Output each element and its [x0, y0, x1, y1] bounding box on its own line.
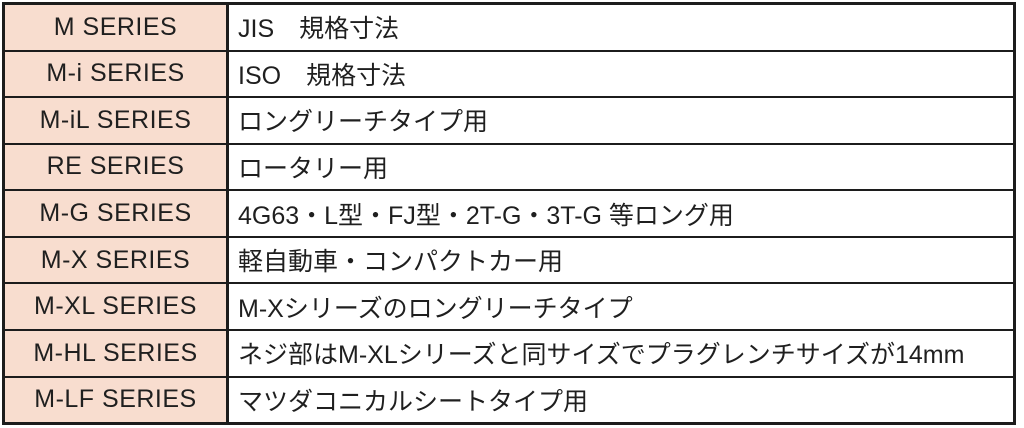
series-cell: M-HL SERIES — [5, 330, 229, 376]
series-cell: M-i SERIES — [5, 51, 229, 97]
table-row: M-i SERIES ISO 規格寸法 — [5, 49, 1013, 97]
spark-plug-series-table: M SERIES JIS 規格寸法 M-i SERIES ISO 規格寸法 M-… — [2, 2, 1016, 425]
series-cell: M-LF SERIES — [5, 377, 229, 423]
series-cell: M-XL SERIES — [5, 284, 229, 329]
description-cell: JIS 規格寸法 — [229, 5, 1013, 50]
series-cell: M-iL SERIES — [5, 98, 229, 143]
description-cell: マツダコニカルシートタイプ用 — [229, 377, 1013, 423]
description-cell: ネジ部はM-XLシリーズと同サイズでプラグレンチサイズが14mm — [229, 330, 1013, 376]
table-row: M-LF SERIES マツダコニカルシートタイプ用 — [5, 375, 1013, 423]
series-cell: RE SERIES — [5, 144, 229, 190]
series-cell: M-X SERIES — [5, 237, 229, 283]
description-cell: M-Xシリーズのロングリーチタイプ — [229, 284, 1013, 329]
description-cell: ISO 規格寸法 — [229, 51, 1013, 97]
table-row: M-iL SERIES ロングリーチタイプ用 — [5, 96, 1013, 143]
table-row: RE SERIES ロータリー用 — [5, 142, 1013, 190]
series-cell: M-G SERIES — [5, 191, 229, 236]
table-row: M-X SERIES 軽自動車・コンパクトカー用 — [5, 235, 1013, 283]
description-cell: ロングリーチタイプ用 — [229, 98, 1013, 143]
table-row: M-G SERIES 4G63・L型・FJ型・2T-G・3T-G 等ロング用 — [5, 189, 1013, 236]
description-cell: ロータリー用 — [229, 144, 1013, 190]
table-row: M SERIES JIS 規格寸法 — [5, 5, 1013, 50]
table-row: M-HL SERIES ネジ部はM-XLシリーズと同サイズでプラグレンチサイズが… — [5, 328, 1013, 376]
description-cell: 軽自動車・コンパクトカー用 — [229, 237, 1013, 283]
description-cell: 4G63・L型・FJ型・2T-G・3T-G 等ロング用 — [229, 191, 1013, 236]
table-row: M-XL SERIES M-Xシリーズのロングリーチタイプ — [5, 282, 1013, 329]
series-cell: M SERIES — [5, 5, 229, 50]
